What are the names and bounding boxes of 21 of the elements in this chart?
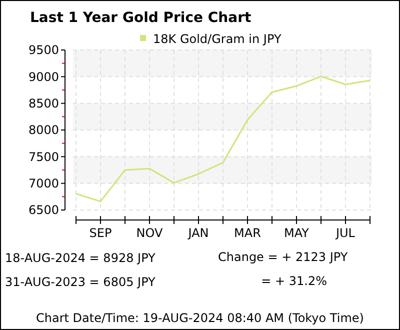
- legend-label: 18K Gold/Gram in JPY: [153, 32, 282, 46]
- chart-title: Last 1 Year Gold Price Chart: [30, 10, 252, 26]
- text: Chart Date/Time: 19-AUG-2024 08:40 AM (Tokyo Time): [36, 311, 364, 325]
- text: = + 31.2%: [261, 274, 327, 288]
- text: 18-AUG-2024 = 8928 JPY: [5, 251, 156, 265]
- text: 31-AUG-2023 = 6805 JPY: [5, 275, 156, 289]
- y-tick-label: 7500: [28, 150, 59, 164]
- line-series: [75, 76, 371, 202]
- y-tick-label: 9500: [28, 43, 59, 58]
- y-tick-label: 7000: [28, 176, 59, 191]
- text: Change = + 2123 JPY: [218, 250, 348, 264]
- y-tick-label: 6500: [28, 203, 59, 218]
- x-tick-label: NOV: [136, 226, 164, 240]
- x-tick-label: JUL: [334, 226, 356, 240]
- y-tick-label: 9000: [28, 70, 59, 84]
- x-tick-label: SEP: [89, 226, 112, 240]
- x-tick-label: MAY: [284, 226, 310, 240]
- y-tick-label: 8000: [28, 123, 59, 138]
- y-tick-label: 8500: [28, 96, 59, 111]
- x-tick-label: JAN: [187, 226, 209, 240]
- x-tick-label: MAR: [234, 226, 261, 240]
